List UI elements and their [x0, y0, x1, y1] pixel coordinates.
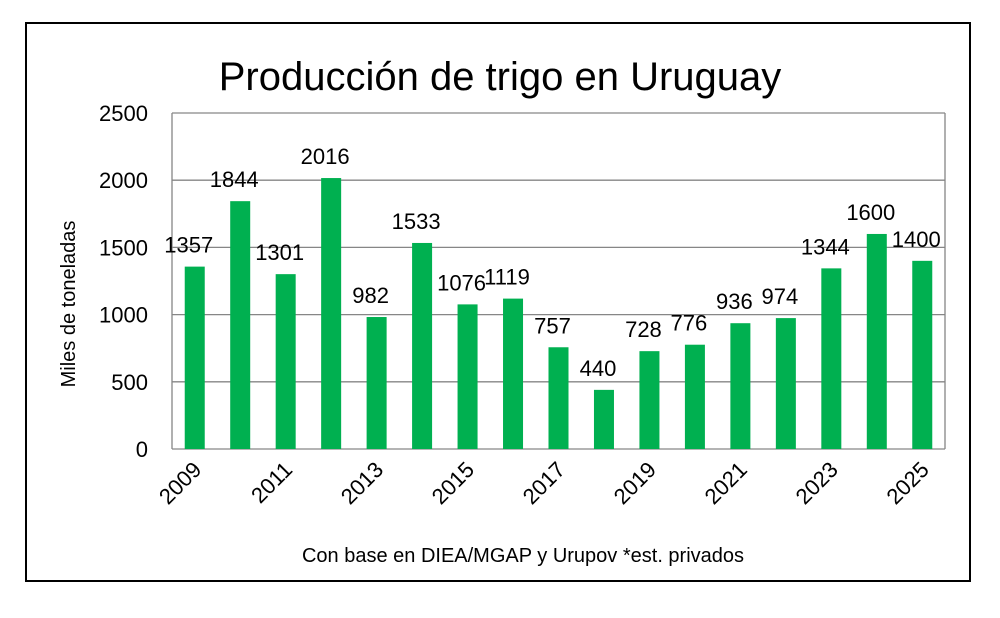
data-label-2010: 1844 — [210, 167, 259, 192]
y-tick-label: 2500 — [99, 101, 148, 126]
x-tick-label-2009: 2009 — [154, 457, 206, 509]
data-label-2014: 1533 — [392, 209, 441, 234]
bar-2018 — [593, 389, 614, 449]
data-label-2017: 757 — [534, 313, 571, 338]
y-tick-label: 0 — [136, 437, 148, 462]
data-label-2022: 974 — [761, 284, 798, 309]
x-tick-label-2015: 2015 — [427, 457, 479, 509]
data-label-2018: 440 — [580, 356, 617, 381]
x-tick-label-2023: 2023 — [791, 457, 843, 509]
bar-2017 — [548, 347, 569, 449]
bar-2020 — [684, 344, 705, 449]
chart-frame: Producción de trigo en Uruguay Miles de … — [25, 22, 971, 582]
bar-2023 — [821, 268, 842, 449]
y-tick-label: 500 — [111, 370, 148, 395]
bar-2024 — [866, 233, 887, 449]
bar-2019 — [639, 351, 660, 449]
chart-title: Producción de trigo en Uruguay — [219, 55, 782, 99]
bar-2010 — [230, 201, 251, 449]
bar-2013 — [366, 317, 387, 449]
data-label-2013: 982 — [352, 283, 389, 308]
bar-2011 — [275, 274, 296, 449]
data-label-2016: 1119 — [484, 265, 530, 290]
bar-2022 — [775, 318, 796, 449]
chart-svg: Producción de trigo en Uruguay Miles de … — [58, 55, 946, 567]
bar-2021 — [730, 323, 751, 449]
data-label-2024: 1600 — [846, 200, 895, 225]
data-label-2015: 1076 — [437, 270, 486, 295]
y-axis-label: Miles de toneladas — [58, 221, 80, 388]
x-tick-label-2025: 2025 — [882, 457, 934, 509]
data-label-2009: 1357 — [164, 233, 213, 258]
bar-2012 — [321, 178, 342, 449]
x-tick-label-2017: 2017 — [518, 457, 570, 509]
x-tick-label-2021: 2021 — [700, 457, 752, 509]
plot-area: 0 500 1000 1500 2000 2500 1357 2009 1844 1301 2011… — [99, 101, 946, 509]
bar-2025 — [912, 260, 933, 449]
bar-2014 — [412, 242, 433, 449]
x-tick-label-2011: 2011 — [246, 457, 297, 508]
y-tick-label: 1000 — [99, 303, 148, 328]
data-label-2020: 776 — [671, 311, 708, 336]
x-tick-label-2013: 2013 — [336, 457, 388, 509]
y-tick-label: 2000 — [99, 168, 148, 193]
bar-2016 — [503, 298, 524, 449]
bar-2015 — [457, 304, 478, 449]
data-label-2025: 1400 — [892, 227, 941, 252]
x-tick-label-2019: 2019 — [609, 457, 661, 509]
data-label-2011: 1301 — [255, 240, 304, 265]
data-label-2012: 2016 — [301, 144, 350, 169]
y-tick-label: 1500 — [99, 235, 148, 260]
bar-2009 — [184, 266, 205, 449]
data-label-2019: 728 — [625, 317, 662, 342]
x-axis-label: Con base en DIEA/MGAP y Urupov *est. pri… — [302, 545, 744, 567]
data-label-2023: 1344 — [801, 234, 850, 259]
data-label-2021: 936 — [716, 289, 753, 314]
